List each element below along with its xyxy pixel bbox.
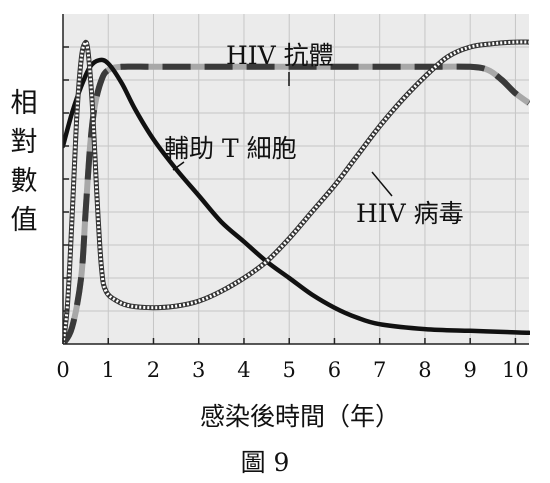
series-hiv-antibody <box>63 63 530 344</box>
figure-caption: 圖 9 <box>241 448 290 477</box>
y-axis-label-char-1: 對 <box>11 127 38 158</box>
series-line-hiv-antibody <box>63 63 530 344</box>
y-axis-label-char-3: 值 <box>11 205 38 236</box>
annotation-hiv-virus: HIV 病毒 <box>356 199 464 228</box>
x-tick-label-8: 8 <box>418 358 431 382</box>
x-tick-label-10: 10 <box>502 358 529 382</box>
x-tick-label-2: 2 <box>147 358 160 382</box>
x-ticks: 0 1 2 3 4 5 6 7 8 9 10 <box>56 46 529 382</box>
leader-line-hiv-virus <box>371 171 393 197</box>
x-tick-label-5: 5 <box>283 358 296 382</box>
y-axis-label-char-2: 數 <box>11 166 38 197</box>
x-axis-label: 感染後時間（年） <box>200 402 400 431</box>
x-tick-label-0: 0 <box>56 358 69 382</box>
series-layer <box>63 39 530 344</box>
annotation-helper-t-cell: 輔助 T 細胞 <box>164 134 297 163</box>
annotation-hiv-antibody: HIV 抗體 <box>226 41 334 70</box>
series-hiv-virus <box>63 39 530 344</box>
series-line-hiv-virus <box>63 40 530 344</box>
leader-line-helper-t-cell <box>172 161 185 171</box>
x-tick-label-6: 6 <box>328 358 341 382</box>
series-helper-t-cell <box>63 57 530 336</box>
y-axis-label-char-0: 相 <box>11 88 38 119</box>
x-tick-label-9: 9 <box>463 358 476 382</box>
series-line-helper-t-cell <box>63 57 530 336</box>
x-tick-label-4: 4 <box>237 358 250 382</box>
x-tick-label-1: 1 <box>102 358 115 382</box>
x-tick-label-7: 7 <box>373 358 386 382</box>
x-tick-label-3: 3 <box>192 358 205 382</box>
